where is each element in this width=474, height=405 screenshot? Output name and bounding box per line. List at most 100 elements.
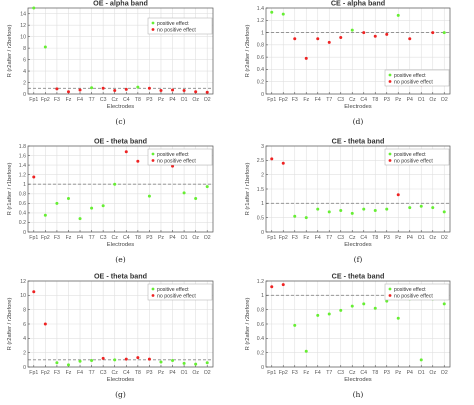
data-point-positive bbox=[385, 299, 389, 303]
chart-title: OE - theta band bbox=[94, 272, 147, 281]
y-axis-label: R (r2after / r2before) bbox=[7, 25, 13, 78]
x-tick-label: Cz bbox=[112, 235, 119, 241]
x-tick-label: T7 bbox=[326, 370, 332, 376]
data-point-positive bbox=[350, 211, 354, 215]
y-tick-label: 1.2 bbox=[257, 18, 264, 24]
x-tick-label: Cz bbox=[349, 97, 356, 103]
panel-sublabel: (f) bbox=[354, 255, 363, 264]
legend-label-no-positive: no positive effect bbox=[394, 293, 433, 299]
legend-label-no-positive: no positive effect bbox=[157, 158, 196, 164]
x-tick-label: O1 bbox=[418, 97, 425, 103]
x-tick-label: Pz bbox=[158, 370, 164, 376]
y-tick-label: 4 bbox=[23, 69, 26, 75]
legend-marker-positive bbox=[151, 21, 155, 25]
legend-label-no-positive: no positive effect bbox=[394, 79, 433, 85]
x-tick-label: O1 bbox=[418, 370, 425, 376]
x-tick-label: O2 bbox=[204, 235, 211, 241]
data-point-positive bbox=[101, 204, 105, 208]
data-point-no-positive bbox=[147, 357, 151, 361]
x-tick-label: Fp2 bbox=[41, 235, 50, 241]
legend-label-positive: positive effect bbox=[394, 152, 426, 158]
data-point-no-positive bbox=[124, 87, 128, 91]
x-tick-label: F3 bbox=[292, 235, 298, 241]
data-point-positive bbox=[159, 360, 163, 364]
panel-sublabel: (d) bbox=[353, 117, 364, 126]
data-point-no-positive bbox=[66, 90, 70, 94]
data-point-positive bbox=[373, 306, 377, 310]
chart-title: OE - alpha band bbox=[93, 0, 148, 8]
data-point-positive bbox=[396, 316, 400, 320]
x-tick-label: Fz bbox=[66, 97, 72, 103]
data-point-positive bbox=[362, 207, 366, 211]
x-tick-label: Oz bbox=[192, 235, 199, 241]
x-axis-label: Electrodes bbox=[344, 104, 371, 110]
y-tick-label: 0.2 bbox=[257, 350, 264, 356]
data-point-positive bbox=[385, 207, 389, 211]
x-tick-label: O1 bbox=[181, 235, 188, 241]
x-tick-label: F4 bbox=[77, 97, 83, 103]
y-tick-label: 1.5 bbox=[257, 187, 264, 193]
y-axis-label: R (r2after / r2before) bbox=[7, 298, 13, 351]
legend-marker-positive bbox=[388, 73, 392, 77]
data-point-no-positive bbox=[408, 37, 412, 41]
x-tick-label: T8 bbox=[135, 370, 141, 376]
legend-marker-positive bbox=[151, 287, 155, 291]
data-point-no-positive bbox=[32, 175, 36, 179]
y-tick-label: 12 bbox=[20, 279, 26, 285]
x-tick-label: Oz bbox=[192, 97, 199, 103]
x-tick-label: P4 bbox=[169, 97, 175, 103]
data-point-positive bbox=[316, 207, 320, 211]
data-point-no-positive bbox=[32, 290, 36, 294]
data-point-positive bbox=[55, 361, 59, 365]
x-tick-label: O2 bbox=[441, 235, 448, 241]
data-point-no-positive bbox=[270, 157, 274, 161]
data-point-positive bbox=[171, 359, 175, 363]
data-points bbox=[32, 290, 209, 367]
y-tick-label: 8 bbox=[23, 307, 26, 313]
x-tick-label: T7 bbox=[89, 97, 95, 103]
x-tick-label: Cz bbox=[112, 97, 119, 103]
data-point-no-positive bbox=[205, 90, 209, 94]
x-tick-label: Pz bbox=[395, 235, 401, 241]
x-tick-label: C4 bbox=[123, 235, 130, 241]
x-tick-label: Fp1 bbox=[267, 370, 276, 376]
x-tick-label: Fp2 bbox=[41, 370, 50, 376]
data-point-positive bbox=[43, 45, 47, 49]
x-tick-label: Fz bbox=[66, 370, 72, 376]
x-tick-label: O2 bbox=[441, 97, 448, 103]
data-point-positive bbox=[339, 209, 343, 212]
chart-panel-d: CE - alpha band 0 0.2 0.4 0.6 0.8 1 1.2 1.4 Fp1 Fp… bbox=[245, 0, 451, 126]
data-point-positive bbox=[316, 313, 320, 317]
legend-marker-no-positive bbox=[388, 159, 392, 162]
data-point-no-positive bbox=[385, 32, 389, 36]
y-axis-label: R (r2after / r2before) bbox=[245, 25, 251, 78]
legend-marker-no-positive bbox=[151, 159, 155, 162]
chart-title: CE - theta band bbox=[332, 272, 385, 281]
x-tick-label: P4 bbox=[407, 235, 413, 241]
x-tick-label: F3 bbox=[292, 370, 298, 376]
x-tick-label: P4 bbox=[169, 370, 175, 376]
data-point-no-positive bbox=[373, 34, 377, 38]
data-point-positive bbox=[431, 206, 435, 210]
x-tick-label: T7 bbox=[89, 370, 95, 376]
legend-label-positive: positive effect bbox=[157, 152, 189, 158]
y-tick-label: 1.2 bbox=[19, 172, 26, 178]
legend-marker-no-positive bbox=[388, 80, 392, 83]
x-tick-label: C4 bbox=[123, 97, 130, 103]
x-tick-label: T8 bbox=[135, 97, 141, 103]
x-tick-label: P3 bbox=[384, 370, 390, 376]
data-point-positive bbox=[205, 185, 209, 189]
x-tick-label: Fp2 bbox=[279, 97, 288, 103]
x-axis-label: Electrodes bbox=[107, 242, 134, 248]
data-point-no-positive bbox=[281, 161, 285, 165]
x-tick-label: F3 bbox=[54, 97, 60, 103]
data-point-no-positive bbox=[327, 40, 331, 44]
data-point-no-positive bbox=[43, 322, 47, 326]
data-point-no-positive bbox=[396, 193, 400, 197]
y-tick-label: 0.6 bbox=[19, 201, 26, 207]
data-point-positive bbox=[327, 312, 331, 316]
y-tick-label: 1 bbox=[261, 293, 264, 299]
